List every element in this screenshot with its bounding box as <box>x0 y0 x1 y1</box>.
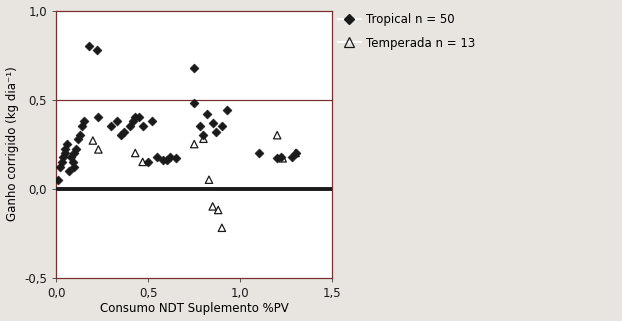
Point <box>58 154 68 159</box>
Point <box>91 47 101 52</box>
Point <box>198 133 208 138</box>
Point <box>147 118 157 124</box>
Point <box>88 138 98 143</box>
Point <box>213 207 223 213</box>
X-axis label: Consumo NDT Suplemento %PV: Consumo NDT Suplemento %PV <box>100 302 289 316</box>
Point <box>208 120 218 125</box>
Point <box>276 154 286 159</box>
Point <box>57 159 67 164</box>
Point <box>116 133 126 138</box>
Point <box>93 147 103 152</box>
Point <box>112 118 122 124</box>
Point <box>204 177 214 182</box>
Point <box>189 100 199 106</box>
Point <box>165 154 175 159</box>
Point <box>171 156 181 161</box>
Point <box>217 124 227 129</box>
Point <box>208 204 218 209</box>
Point <box>60 151 70 156</box>
Point <box>217 225 227 230</box>
Point <box>143 159 153 164</box>
Point <box>53 177 63 182</box>
Point <box>211 129 221 134</box>
Point <box>73 136 83 141</box>
Point <box>84 44 94 49</box>
Point <box>202 111 212 117</box>
Point <box>72 147 81 152</box>
Point <box>68 159 78 164</box>
Legend: Tropical n = 50, Temperada n = 13: Tropical n = 50, Temperada n = 13 <box>335 11 478 52</box>
Point <box>66 154 76 159</box>
Point <box>195 124 205 129</box>
Point <box>278 156 288 161</box>
Point <box>134 115 144 120</box>
Point <box>162 158 172 163</box>
Point <box>70 151 80 156</box>
Point <box>130 115 140 120</box>
Point <box>93 115 103 120</box>
Point <box>198 136 208 141</box>
Point <box>77 124 87 129</box>
Point <box>287 154 297 159</box>
Point <box>79 118 89 124</box>
Point <box>106 124 116 129</box>
Point <box>272 156 282 161</box>
Point <box>129 118 139 124</box>
Point <box>119 129 129 134</box>
Point <box>158 158 168 163</box>
Point <box>189 142 199 147</box>
Point <box>64 168 74 173</box>
Point <box>62 142 72 147</box>
Point <box>152 154 162 159</box>
Y-axis label: Ganho corrigido (kg dia⁻¹): Ganho corrigido (kg dia⁻¹) <box>6 67 19 221</box>
Point <box>55 165 65 170</box>
Point <box>290 151 300 156</box>
Point <box>223 108 233 113</box>
Point <box>290 151 300 156</box>
Point <box>75 133 85 138</box>
Point <box>125 124 135 129</box>
Point <box>254 151 264 156</box>
Point <box>60 147 70 152</box>
Point <box>272 133 282 138</box>
Point <box>70 165 80 170</box>
Point <box>189 65 199 70</box>
Point <box>137 124 147 129</box>
Point <box>137 159 147 164</box>
Point <box>130 151 140 156</box>
